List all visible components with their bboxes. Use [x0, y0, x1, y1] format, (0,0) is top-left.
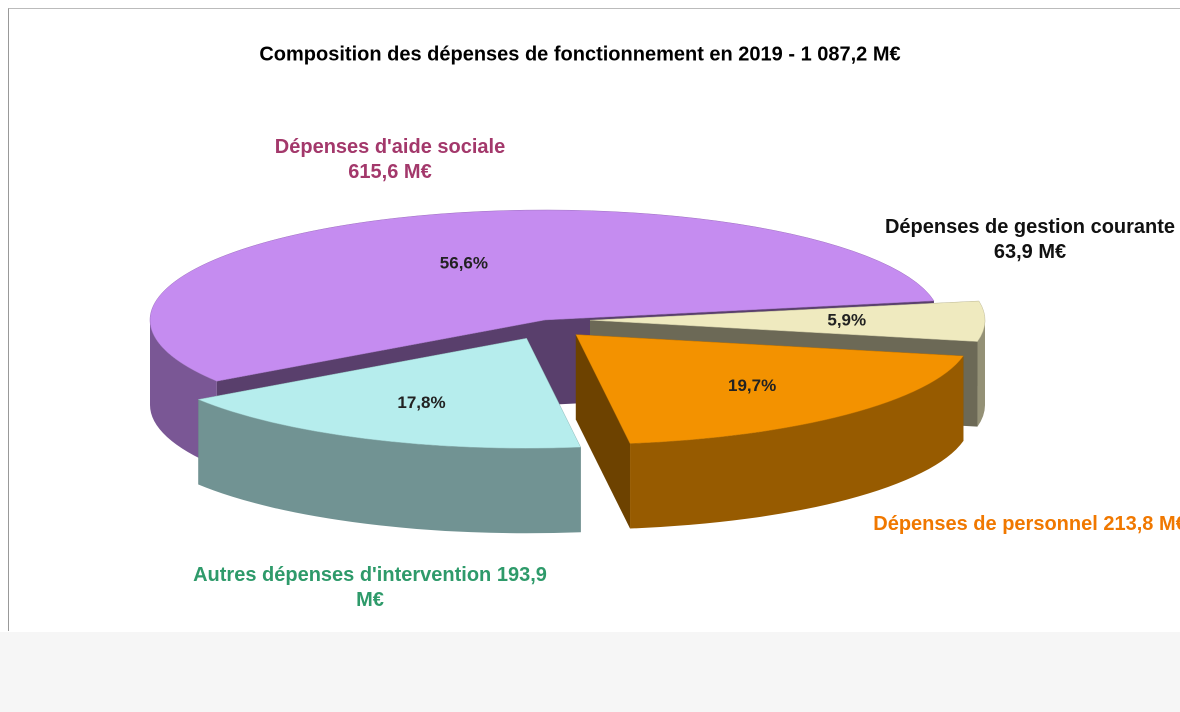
amount: 63,9 M€: [993, 241, 1067, 263]
amount: 193,9 M€: [356, 564, 547, 611]
category-name: Autres dépenses d'intervention: [193, 564, 492, 586]
slice-label: Dépenses d'aide sociale 615,6 M€: [210, 135, 570, 185]
chart-title: Composition des dépenses de fonctionneme…: [259, 43, 900, 65]
frame: [8, 8, 1180, 631]
slice-percent-label: 56,6%: [440, 253, 488, 272]
slice-percent-label: 17,8%: [397, 393, 445, 412]
slice-side: [977, 320, 985, 427]
slice: [575, 334, 964, 444]
slice-cut-face: [575, 334, 631, 529]
slice: [149, 209, 935, 382]
category-name: Dépenses de personnel: [873, 513, 1098, 535]
amount: 615,6 M€: [348, 161, 432, 183]
category-name: Dépenses d'aide sociale: [274, 136, 506, 158]
slice: [197, 338, 582, 449]
slice-percent-label: 19,7%: [728, 376, 776, 395]
slice-label: Dépenses de personnel 213,8 M€: [850, 512, 1180, 537]
category-name: Dépenses de gestion courante: [884, 216, 1176, 238]
slice-side: [198, 399, 581, 534]
slice-side: [630, 355, 964, 529]
slice: [589, 300, 986, 342]
footer-area: [0, 632, 1180, 712]
amount: 213,8 M€: [1103, 513, 1180, 535]
slice-percent-label: 5,9%: [827, 310, 866, 329]
slice-label: Dépenses de gestion courante 63,9 M€: [880, 215, 1180, 265]
slice-label: Autres dépenses d'intervention 193,9 M€: [190, 563, 550, 613]
